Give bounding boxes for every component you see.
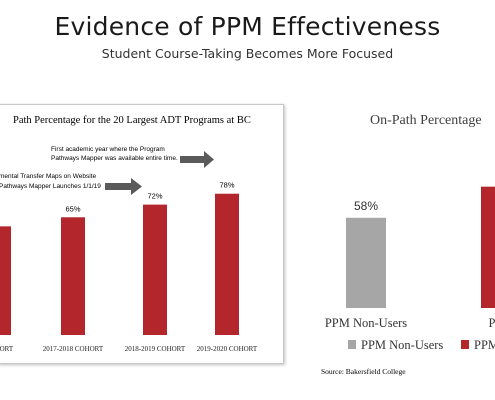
right-bar-1 — [481, 186, 495, 308]
legend-label: PPM — [474, 338, 495, 352]
left-category-label: 2018-2019 COHORT — [125, 345, 186, 353]
annotation-text: Pathways Mapper was available entire tim… — [51, 155, 178, 162]
left-bar-value-label: 65% — [65, 204, 80, 213]
legend-swatch-ppm — [461, 340, 469, 349]
left-category-label: 2017-2018 COHORT — [43, 345, 104, 353]
left-category-label: COHORT — [0, 345, 14, 353]
legend-swatch-nonusers — [348, 340, 356, 349]
annotation-arrow — [180, 151, 214, 168]
annotation-text: First academic year where the Program — [51, 146, 165, 153]
right-category-label: PPM — [488, 316, 495, 330]
right-chart: On-Path Percentage 58%PPM Non-Users7PPM … — [325, 113, 495, 352]
left-bar-2 — [143, 204, 167, 335]
left-bar-value-label: 72% — [147, 192, 162, 201]
slide-title: Evidence of PPM Effectiveness — [54, 12, 441, 41]
right-chart-title: On-Path Percentage — [370, 113, 482, 128]
annotation-text: Pathways Mapper Launches 1/1/19 — [0, 183, 101, 190]
right-category-label: PPM Non-Users — [325, 316, 407, 330]
right-bar-value-label: 58% — [354, 199, 378, 213]
left-chart-title: Path Percentage for the 20 Largest ADT P… — [13, 115, 251, 126]
annotation-arrow — [105, 178, 142, 195]
left-chart: Path Percentage for the 20 Largest ADT P… — [0, 115, 258, 353]
right-bar-0 — [346, 217, 386, 308]
legend-label: PPM Non-Users — [361, 338, 443, 352]
left-category-label: 2019-2020 COHORT — [197, 345, 258, 353]
left-bar-1 — [61, 217, 85, 335]
left-bar-value-label: 78% — [219, 181, 234, 190]
left-bar-3 — [215, 193, 239, 335]
annotation-text: mental Transfer Maps on Website — [0, 173, 96, 180]
right-chart-panel: On-Path Percentage 58%PPM Non-Users7PPM … — [290, 100, 495, 365]
source-note: Source: Bakersfield College — [321, 367, 406, 376]
left-chart-panel: Path Percentage for the 20 Largest ADT P… — [0, 104, 284, 364]
slide-subtitle: Student Course-Taking Becomes More Focus… — [101, 46, 394, 61]
left-bar-0 — [0, 226, 11, 335]
